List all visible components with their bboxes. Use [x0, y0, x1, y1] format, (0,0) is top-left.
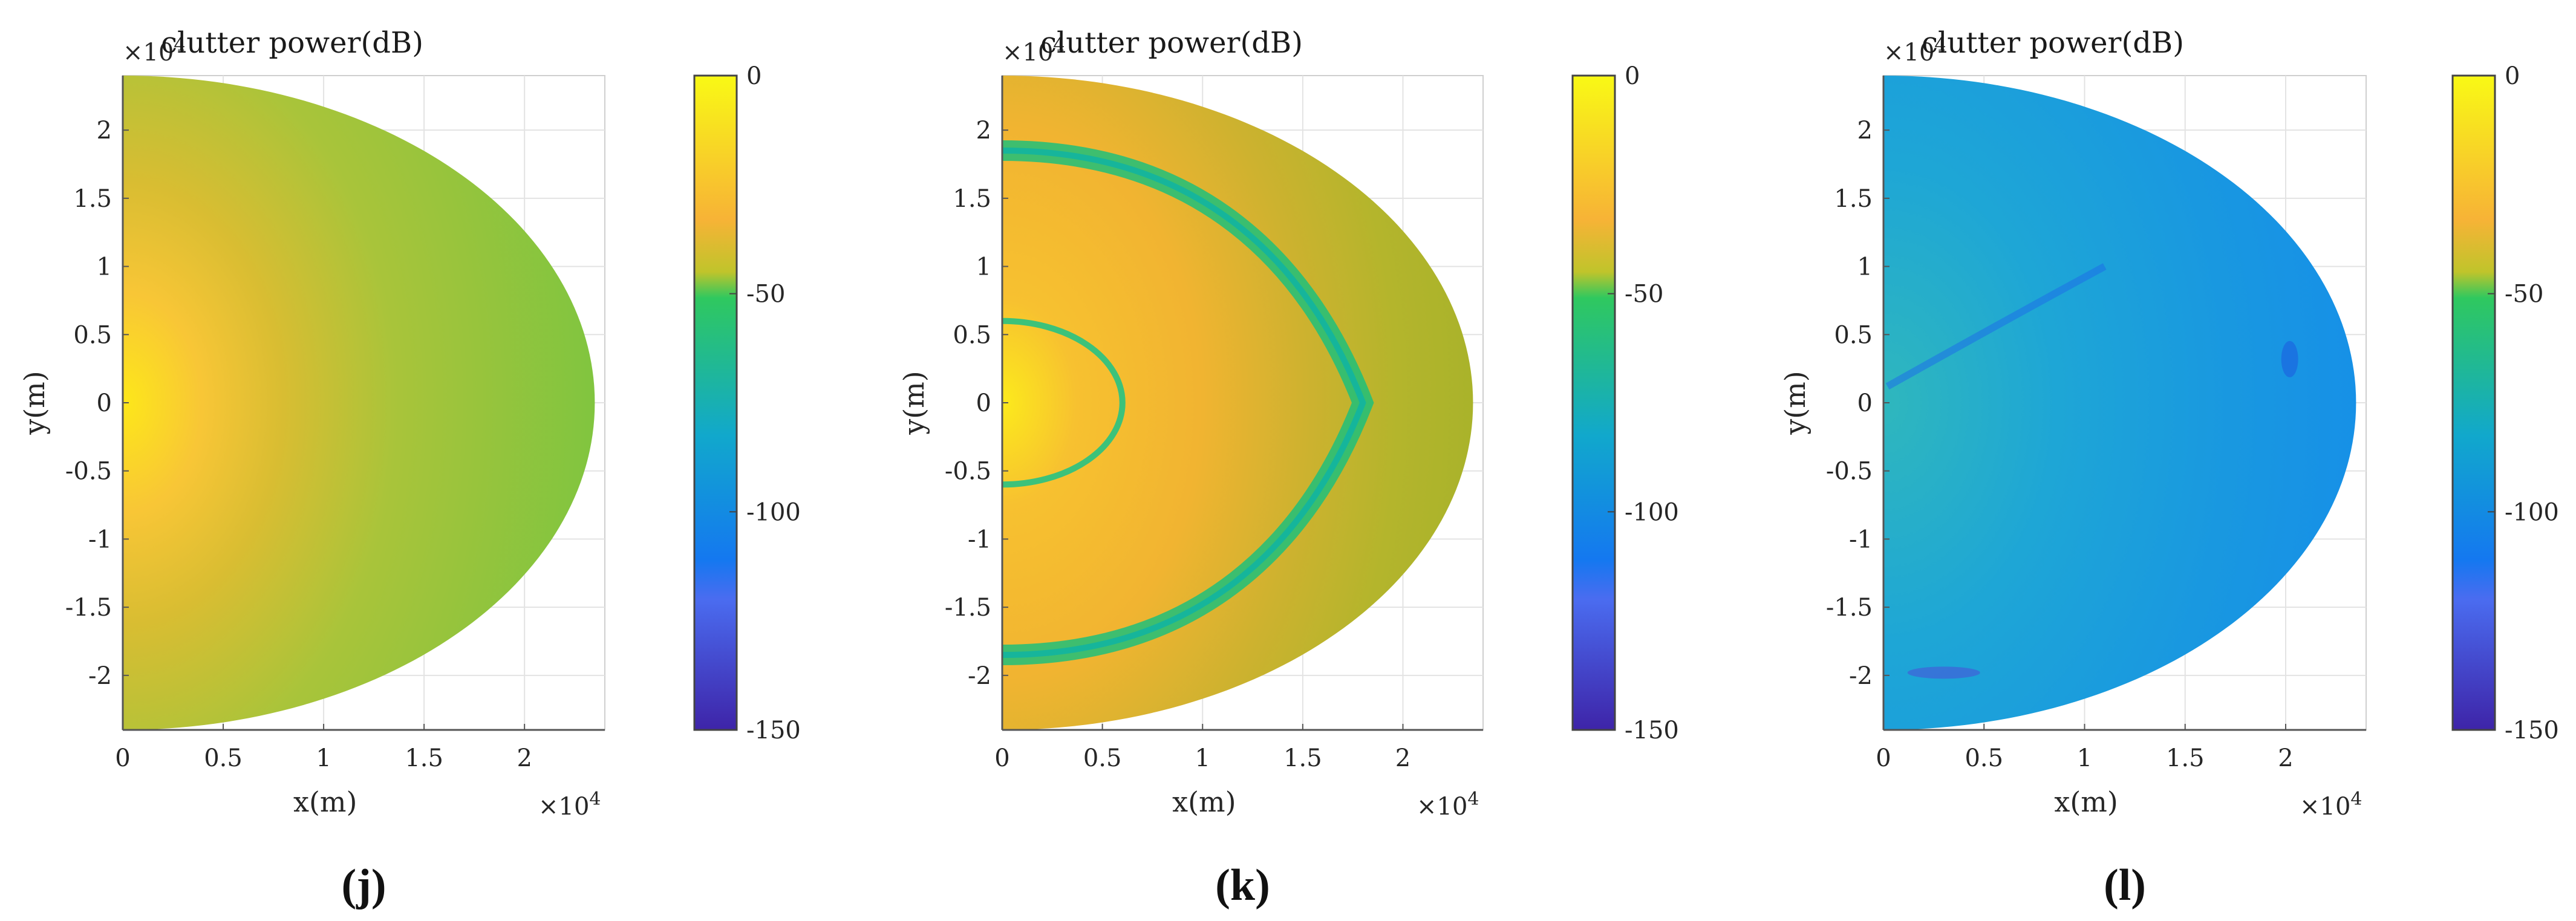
y-axis-label: y(m) [898, 371, 930, 435]
x-tick-label: 2 [1395, 744, 1410, 772]
colorbar-tick-label: 0 [746, 62, 761, 90]
colorbar-tick-label: -100 [746, 498, 801, 526]
x-exponent-label: ×104 [2300, 789, 2362, 821]
x-tick-label: 1.5 [405, 744, 443, 772]
y-tick-label: -2 [968, 662, 991, 690]
chart-title: clutter power(dB) [1040, 26, 1303, 60]
y-tick-label: 2 [97, 117, 112, 145]
y-tick-label: 1.5 [953, 185, 991, 213]
x-axis-label: x(m) [1172, 786, 1236, 818]
null-ring-inner [1002, 317, 1126, 488]
y-tick-label: -0.5 [65, 458, 112, 486]
y-tick-label: -1.5 [945, 594, 991, 622]
y-tick-label: 0.5 [953, 321, 991, 349]
y-tick-label: 1.5 [73, 185, 112, 213]
colorbar-tick-label: -100 [2505, 498, 2559, 526]
x-tick-label: 1 [1195, 744, 1210, 772]
x-tick-label: 0.5 [1965, 744, 2003, 772]
colorbar [2451, 74, 2496, 731]
null-streak [1885, 263, 2107, 390]
colorbar-tick-label: -150 [1625, 717, 1679, 744]
x-tick-label: 1 [2077, 744, 2092, 772]
y-tick-label: -1 [968, 526, 991, 553]
chart-panel-1: 0 0.5 1 1.5 221.510.50-0.5-1-1.5-2×104×104cl… [898, 26, 1679, 910]
x-tick-label: 1.5 [1283, 744, 1322, 772]
null-band-core [1002, 147, 1366, 659]
y-tick-label: -1.5 [65, 594, 112, 622]
x-tick-label: 0 [115, 744, 130, 772]
x-axis-label: x(m) [293, 786, 357, 818]
y-tick-label: -1 [1849, 526, 1873, 553]
y-tick-label: -2 [1849, 662, 1873, 690]
x-exponent-label: ×104 [538, 789, 601, 821]
y-tick-label: 1 [976, 253, 991, 281]
colorbar-tick-label: 0 [1625, 62, 1640, 90]
colorbar-tick-label: -100 [1625, 498, 1679, 526]
heatmap-region [1002, 76, 1473, 730]
y-axis-label: y(m) [1779, 371, 1811, 435]
panel-label: (k) [1215, 861, 1270, 910]
y-tick-label: 2 [1857, 117, 1873, 145]
chart-panel-2: 0 0.5 1 1.5 221.510.50-0.5-1-1.5-2×104×104cl… [1779, 26, 2559, 910]
x-tick-label: 2 [517, 744, 532, 772]
y-tick-label: -0.5 [1826, 458, 1873, 486]
null-spot [1907, 666, 1980, 679]
y-tick-label: 1 [1857, 253, 1873, 281]
x-tick-label: 0.5 [1083, 744, 1122, 772]
y-tick-label: 2 [976, 117, 991, 145]
colorbar-tick-label: -50 [746, 281, 785, 308]
colorbar-tick-label: -150 [2505, 717, 2559, 744]
heatmap-region [1883, 76, 2356, 730]
y-tick-label: 0 [1857, 389, 1873, 417]
colorbar-tick-label: 0 [2505, 62, 2520, 90]
colorbar [693, 74, 738, 731]
x-tick-label: 0.5 [204, 744, 243, 772]
chart-panel-0: 0 0.5 1 1.5 221.510.50-0.5-1-1.5-2×104×104cl… [18, 26, 801, 910]
y-tick-label: -2 [88, 662, 112, 690]
y-tick-label: 0 [976, 389, 991, 417]
x-axis-label: x(m) [2054, 786, 2118, 818]
chart-title: clutter power(dB) [1922, 26, 2184, 60]
x-exponent-label: ×104 [1417, 789, 1479, 821]
y-tick-label: 0.5 [1834, 321, 1873, 349]
x-tick-label: 1.5 [2166, 744, 2205, 772]
colorbar-tick-label: -50 [2505, 281, 2543, 308]
chart-title: clutter power(dB) [161, 26, 423, 60]
y-axis-label: y(m) [18, 371, 51, 435]
y-tick-label: -0.5 [945, 458, 991, 486]
null-spot [2281, 340, 2298, 377]
y-tick-label: 1.5 [1834, 185, 1873, 213]
x-tick-label: 0 [1876, 744, 1891, 772]
y-tick-label: 0 [97, 389, 112, 417]
x-tick-label: 0 [994, 744, 1009, 772]
colorbar-tick-label: -50 [1625, 281, 1663, 308]
heatmap-region [123, 76, 595, 730]
y-tick-label: 1 [97, 253, 112, 281]
colorbar [1571, 74, 1616, 731]
y-tick-label: -1 [88, 526, 112, 553]
x-tick-label: 1 [316, 744, 331, 772]
x-tick-label: 2 [2278, 744, 2293, 772]
y-tick-label: 0.5 [73, 321, 112, 349]
colorbar-tick-label: -150 [746, 717, 801, 744]
panel-label: (l) [2104, 861, 2146, 910]
y-tick-label: -1.5 [1826, 594, 1873, 622]
panel-label: (j) [342, 861, 386, 910]
